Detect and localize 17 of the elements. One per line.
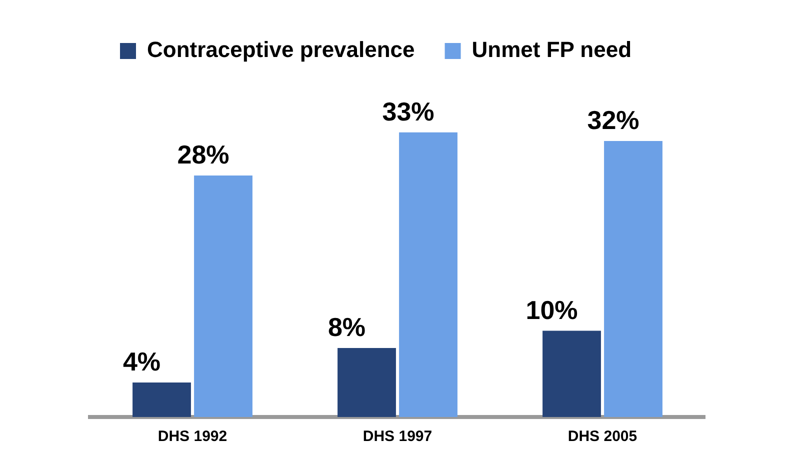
bar xyxy=(542,330,601,417)
data-label: 28% xyxy=(177,140,230,170)
data-label: 10% xyxy=(526,294,578,325)
data-label: 33% xyxy=(382,96,434,127)
data-label: 32% xyxy=(587,105,640,136)
legend-label: Contraceptive prevalence xyxy=(147,37,415,62)
bar xyxy=(399,132,458,417)
data-label: 4% xyxy=(122,346,161,377)
bar xyxy=(604,141,662,417)
bar xyxy=(338,348,396,417)
x-tick-label: DHS 1992 xyxy=(158,428,228,446)
x-tick-label: DHS 1997 xyxy=(362,428,432,446)
x-tick-label: DHS 2005 xyxy=(568,428,638,446)
bar xyxy=(132,382,191,417)
legend-label: Unmet FP need xyxy=(472,37,632,62)
bar xyxy=(194,176,252,417)
data-label: 8% xyxy=(328,312,366,342)
